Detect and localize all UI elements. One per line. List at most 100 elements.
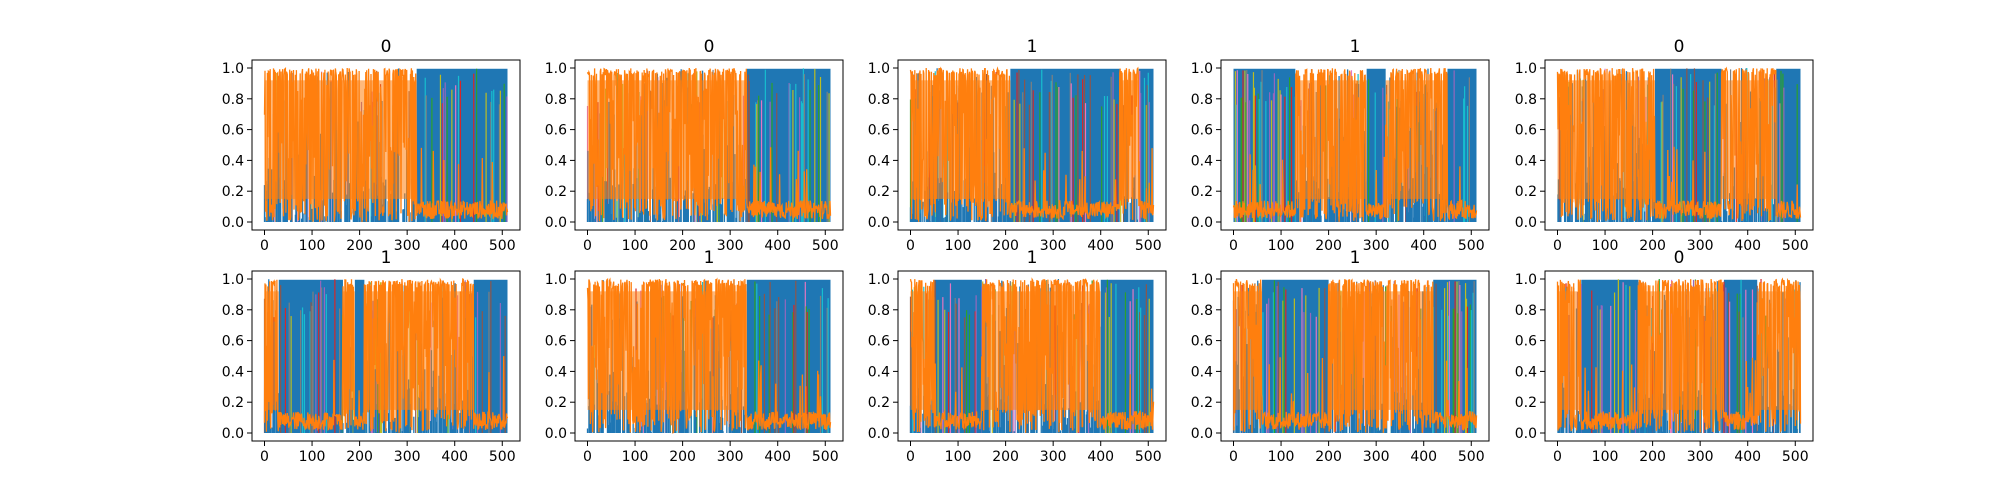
x-tick-label: 0 bbox=[260, 238, 269, 254]
y-tick-label: 0.0 bbox=[868, 426, 890, 442]
y-tick-label: 0.8 bbox=[1191, 303, 1213, 319]
y-tick-label: 0.0 bbox=[1515, 426, 1537, 442]
orange-region-2 bbox=[1638, 291, 1724, 410]
x-tick-label: 0 bbox=[906, 449, 915, 465]
y-tick-label: 0.6 bbox=[1515, 123, 1537, 139]
y-tick-label: 0.8 bbox=[868, 92, 890, 108]
subplot-title: 0 bbox=[704, 37, 715, 57]
x-tick-label: 100 bbox=[299, 238, 326, 254]
y-tick-label: 0.0 bbox=[1191, 215, 1213, 231]
y-tick-label: 0.0 bbox=[222, 426, 244, 442]
x-tick-label: 100 bbox=[945, 238, 972, 254]
orange-region-3 bbox=[1757, 291, 1801, 410]
x-tick-label: 200 bbox=[1639, 449, 1666, 465]
orange-region-1 bbox=[264, 80, 417, 199]
x-tick-label: 200 bbox=[1315, 238, 1342, 254]
orange-region-2 bbox=[981, 291, 1101, 410]
y-tick-label: 0.4 bbox=[545, 364, 567, 380]
blue-region-2 bbox=[1100, 279, 1154, 433]
axes-frame bbox=[897, 270, 1167, 442]
y-tick-label: 0.2 bbox=[545, 184, 567, 200]
subplot-title: 0 bbox=[1674, 37, 1685, 57]
orange-region-1 bbox=[264, 291, 279, 410]
x-tick-label: 100 bbox=[1592, 449, 1619, 465]
x-tick-label: 200 bbox=[346, 238, 373, 254]
blue-region-1 bbox=[1581, 279, 1639, 433]
y-tick-label: 0.4 bbox=[222, 153, 244, 169]
subplot-2: 0 0 100 200 300 400 500 0.0 0.2 0.4 0.6 0.8 1.0 bbox=[545, 37, 844, 254]
orange-region-1 bbox=[1557, 80, 1655, 199]
y-tick-label: 0.6 bbox=[1191, 123, 1213, 139]
axes-frame bbox=[1544, 270, 1814, 442]
orange-region-1 bbox=[1557, 291, 1582, 410]
orange-region-1 bbox=[587, 291, 747, 410]
x-tick-label: 0 bbox=[260, 449, 269, 465]
subplot-title: 1 bbox=[1350, 37, 1361, 57]
subplot-6: 1 0 100 200 300 400 500 0.0 0.2 0.4 0.6 0.8 1.0 bbox=[222, 248, 521, 465]
x-tick-label: 300 bbox=[1040, 238, 1067, 254]
x-tick-label: 500 bbox=[812, 238, 839, 254]
orange-region-1 bbox=[1233, 291, 1263, 410]
y-tick-label: 1.0 bbox=[868, 272, 890, 288]
y-tick-label: 0.4 bbox=[1191, 364, 1213, 380]
plot-area bbox=[586, 67, 832, 223]
x-tick-label: 200 bbox=[346, 449, 373, 465]
x-tick-label: 200 bbox=[669, 449, 696, 465]
axes-frame bbox=[251, 59, 521, 231]
y-tick-label: 0.0 bbox=[545, 215, 567, 231]
y-tick-label: 0.8 bbox=[222, 92, 244, 108]
orange-region-2 bbox=[1385, 80, 1448, 199]
y-tick-label: 1.0 bbox=[545, 272, 567, 288]
orange-region-2 bbox=[342, 291, 355, 410]
y-tick-label: 0.6 bbox=[222, 123, 244, 139]
axes-frame bbox=[574, 270, 844, 442]
y-tick-label: 0.4 bbox=[1515, 153, 1537, 169]
orange-region-1 bbox=[910, 80, 1011, 199]
x-tick-label: 300 bbox=[717, 238, 744, 254]
y-tick-label: 0.4 bbox=[868, 364, 890, 380]
x-tick-label: 300 bbox=[717, 449, 744, 465]
y-tick-label: 0.6 bbox=[868, 123, 890, 139]
y-tick-label: 0.0 bbox=[222, 215, 244, 231]
y-tick-label: 1.0 bbox=[222, 272, 244, 288]
plot-area bbox=[586, 277, 832, 434]
subplot-title: 1 bbox=[1350, 248, 1361, 268]
subplot-title: 0 bbox=[381, 37, 392, 57]
subplot-title: 0 bbox=[1674, 248, 1685, 268]
axes-frame bbox=[1544, 59, 1814, 231]
subplot-1: 0 0 100 200 300 400 500 0.0 0.2 0.4 0.6 0.8 1.0 bbox=[222, 37, 521, 254]
x-tick-label: 500 bbox=[812, 449, 839, 465]
y-tick-label: 1.0 bbox=[222, 61, 244, 77]
x-tick-label: 300 bbox=[394, 449, 421, 465]
x-tick-label: 100 bbox=[299, 449, 326, 465]
x-tick-label: 200 bbox=[992, 449, 1019, 465]
y-tick-label: 0.4 bbox=[222, 364, 244, 380]
axes-frame bbox=[897, 59, 1167, 231]
x-tick-label: 100 bbox=[1592, 238, 1619, 254]
x-tick-label: 500 bbox=[489, 449, 516, 465]
x-tick-label: 0 bbox=[1229, 449, 1238, 465]
x-tick-label: 300 bbox=[394, 238, 421, 254]
y-tick-label: 1.0 bbox=[868, 61, 890, 77]
y-tick-label: 0.2 bbox=[545, 395, 567, 411]
y-tick-label: 0.6 bbox=[545, 334, 567, 350]
x-tick-label: 200 bbox=[669, 238, 696, 254]
x-tick-label: 400 bbox=[441, 238, 468, 254]
x-tick-label: 400 bbox=[1734, 238, 1761, 254]
subplot-title: 1 bbox=[381, 248, 392, 268]
subplot-7: 1 0 100 200 300 400 500 0.0 0.2 0.4 0.6 0.8 1.0 bbox=[545, 248, 844, 465]
x-tick-label: 400 bbox=[1410, 238, 1437, 254]
x-tick-label: 500 bbox=[1135, 449, 1162, 465]
y-tick-label: 1.0 bbox=[1515, 61, 1537, 77]
y-tick-label: 0.2 bbox=[1191, 184, 1213, 200]
x-tick-label: 100 bbox=[622, 238, 649, 254]
y-tick-label: 0.4 bbox=[545, 153, 567, 169]
axes-frame bbox=[574, 59, 844, 231]
plot-area bbox=[263, 67, 509, 223]
blue-region-1 bbox=[1654, 68, 1722, 223]
y-tick-label: 0.8 bbox=[545, 303, 567, 319]
y-tick-label: 0.2 bbox=[1191, 395, 1213, 411]
x-tick-label: 400 bbox=[764, 449, 791, 465]
